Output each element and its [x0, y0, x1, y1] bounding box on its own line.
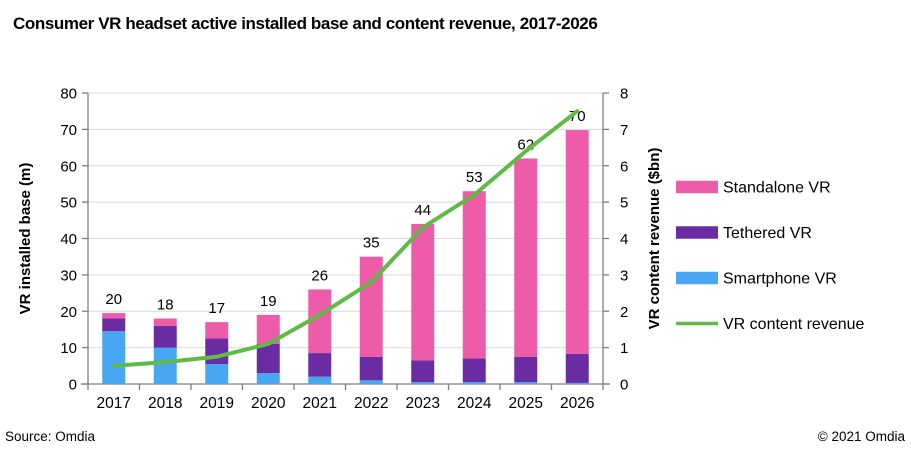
chart-title: Consumer VR headset active installed bas… — [13, 14, 598, 33]
bar-segment — [514, 382, 538, 384]
bar-total-label: 26 — [311, 267, 328, 284]
right-axis-tick-label: 8 — [620, 86, 628, 103]
left-axis-tick-label: 80 — [60, 86, 77, 103]
bar-total-label: 44 — [414, 202, 431, 219]
left-axis-title: VR installed base (m) — [17, 163, 34, 315]
right-axis-tick-label: 2 — [620, 304, 628, 321]
bar-total-label: 20 — [105, 291, 122, 308]
bar-segment — [411, 382, 435, 384]
bar-segment — [256, 343, 280, 374]
right-axis-title: VR content revenue ($bn) — [646, 148, 663, 330]
bar-total-label: 17 — [208, 300, 225, 317]
left-axis-tick-label: 0 — [69, 377, 77, 394]
x-axis-category-label: 2025 — [509, 395, 543, 412]
legend-swatch — [676, 180, 718, 194]
bar-segment — [565, 353, 589, 383]
right-axis-tick-label: 5 — [620, 195, 628, 212]
left-axis-tick-label: 60 — [60, 158, 77, 175]
x-axis-category-label: 2021 — [303, 395, 337, 412]
legend-label: VR content revenue — [723, 316, 865, 333]
right-axis-tick-label: 6 — [620, 158, 628, 175]
x-axis-category-label: 2022 — [354, 395, 388, 412]
source-note: Source: Omdia — [5, 429, 96, 444]
bar-segment — [102, 313, 126, 319]
legend-label: Smartphone VR — [723, 271, 837, 288]
bar-total-label: 53 — [466, 169, 483, 186]
legend-swatch — [676, 271, 718, 285]
x-axis-category-label: 2018 — [148, 395, 182, 412]
x-axis-category-label: 2017 — [97, 395, 131, 412]
left-axis-tick-label: 50 — [60, 195, 77, 212]
x-axis-category-label: 2020 — [251, 395, 286, 412]
right-axis-tick-label: 7 — [620, 122, 628, 139]
bar-segment — [205, 363, 229, 384]
revenue-line — [111, 109, 580, 368]
bar-segment — [308, 376, 332, 384]
bar-segment — [565, 382, 589, 384]
bar-segment — [205, 322, 229, 339]
bar-segment — [359, 256, 383, 357]
right-axis-tick-label: 3 — [620, 267, 628, 284]
bar-segment — [411, 223, 435, 361]
bar-segment — [153, 318, 177, 326]
bar-segment — [308, 353, 332, 377]
bar-segment — [102, 318, 126, 332]
right-axis-tick-label: 0 — [620, 377, 628, 394]
bar-segment — [256, 373, 280, 384]
left-axis-tick-label: 40 — [60, 231, 77, 248]
x-axis-category-label: 2019 — [200, 395, 234, 412]
bar-segment — [565, 130, 589, 354]
bar-segment — [102, 331, 126, 384]
legend-swatch — [676, 226, 718, 239]
bar-segment — [462, 382, 486, 384]
bar-segment — [359, 356, 383, 381]
bar-segment — [411, 360, 435, 383]
x-axis-category-label: 2024 — [457, 395, 492, 412]
x-axis-category-label: 2023 — [406, 395, 440, 412]
bar-segment — [256, 314, 280, 344]
bar-segment — [514, 356, 538, 383]
copyright-note: © 2021 Omdia — [817, 429, 905, 444]
x-axis-category-label: 2026 — [560, 395, 594, 412]
right-axis-tick-label: 4 — [620, 231, 628, 248]
bar-segment — [462, 358, 486, 383]
right-axis-tick-label: 1 — [620, 340, 628, 357]
legend-label: Standalone VR — [723, 180, 831, 197]
left-axis-tick-label: 20 — [60, 304, 77, 321]
bar-total-label: 18 — [157, 297, 174, 314]
bar-segment — [462, 191, 486, 359]
left-axis-tick-label: 30 — [60, 267, 77, 284]
bar-total-label: 35 — [363, 235, 380, 252]
bar-segment — [153, 325, 177, 348]
left-axis-tick-label: 70 — [60, 122, 77, 139]
bar-segment — [153, 347, 177, 384]
bar-total-label: 19 — [260, 293, 277, 310]
bar-segment — [514, 158, 538, 357]
left-axis-tick-label: 10 — [60, 340, 77, 357]
bar-segment — [205, 338, 229, 364]
bar-segment — [308, 289, 332, 354]
bar-segment — [359, 380, 383, 384]
legend-label: Tethered VR — [723, 225, 812, 242]
